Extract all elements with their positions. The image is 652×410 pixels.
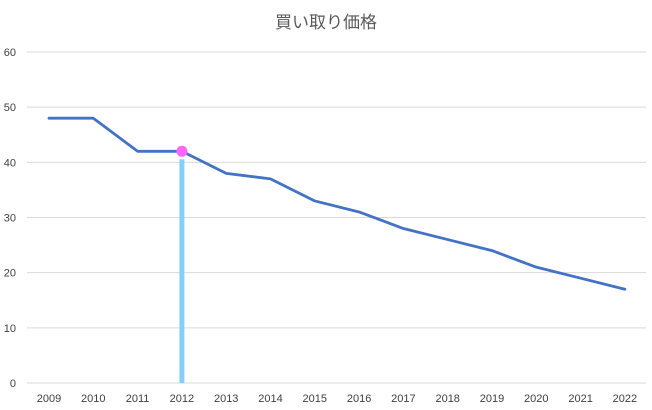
y-tick-label: 10 [4,323,16,335]
y-tick-label: 60 [4,47,16,59]
x-tick-label: 2018 [435,393,459,405]
x-tick-label: 2014 [258,393,282,405]
x-tick-label: 2020 [524,393,548,405]
x-tick-label: 2010 [81,393,105,405]
y-tick-label: 50 [4,102,16,114]
marker-layer [176,145,188,157]
y-tick-label: 0 [10,378,16,390]
y-axis-tick-labels: 0 10 20 30 40 50 60 [4,47,16,390]
x-tick-label: 2013 [214,393,238,405]
y-tick-label: 40 [4,157,16,169]
x-axis-tick-labels: 2009 2010 2011 2012 2013 2014 2015 2016 2017 2018… [37,393,637,405]
x-tick-label: 2012 [170,393,194,405]
highlight-point-marker [176,145,188,157]
x-tick-label: 2011 [126,393,150,405]
y-tick-label: 20 [4,268,16,280]
grid-lines [27,51,646,384]
x-tick-label: 2009 [37,393,61,405]
series-layer [47,116,627,291]
x-tick-label: 2016 [347,393,371,405]
x-tick-label: 2021 [568,393,592,405]
x-tick-label: 2015 [303,393,327,405]
y-tick-label: 30 [4,213,16,225]
series-line-0 [47,116,627,291]
x-tick-label: 2022 [613,393,637,405]
x-tick-label: 2019 [480,393,504,405]
x-tick-label: 2017 [391,393,415,405]
chart-title: 買い取り価格 [275,13,377,33]
